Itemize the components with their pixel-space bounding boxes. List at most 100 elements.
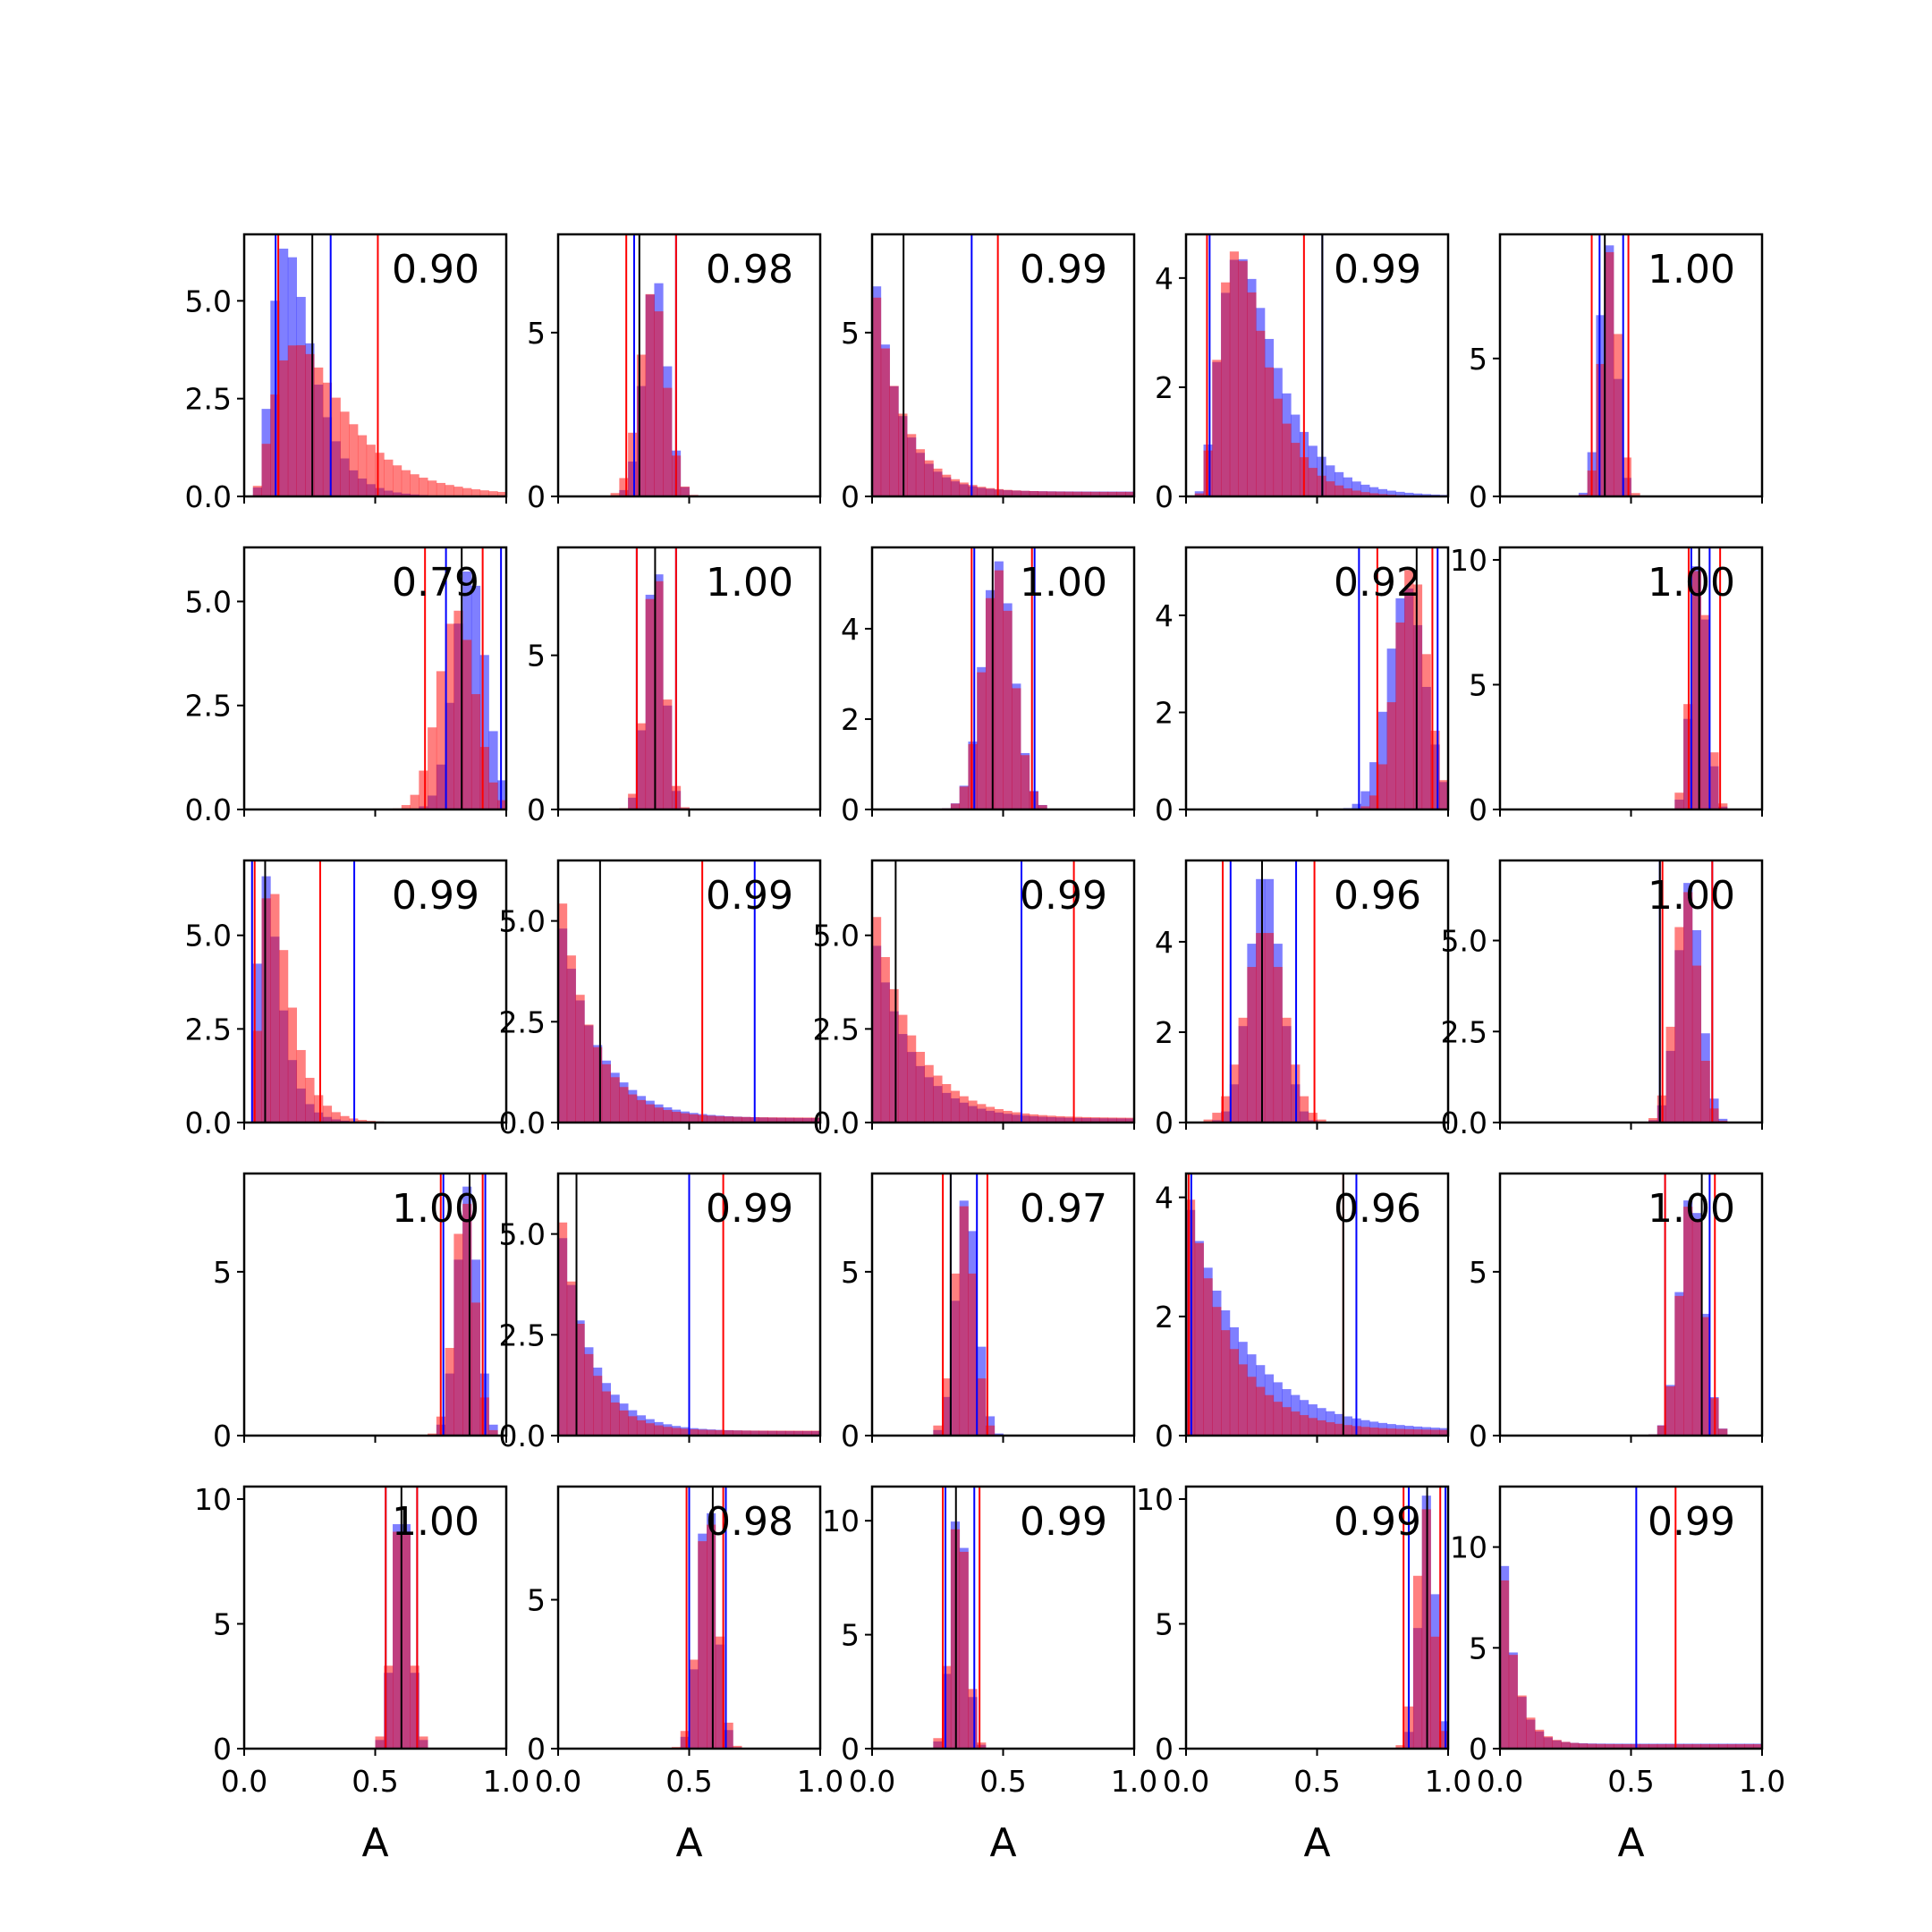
- red-hist-bar: [1439, 780, 1449, 809]
- red-hist-bar: [410, 1665, 419, 1749]
- red-hist-bar: [428, 727, 437, 809]
- red-hist-bar: [410, 794, 419, 809]
- red-hist-bar: [741, 1430, 751, 1436]
- red-hist-bar: [1335, 1423, 1344, 1436]
- red-hist-bar: [1622, 457, 1631, 496]
- y-tick-label: 2.5: [1441, 1014, 1487, 1049]
- correlation-label: 0.96: [1334, 873, 1421, 919]
- red-hist-bar: [401, 1531, 411, 1749]
- y-tick-label: 2.5: [813, 1012, 860, 1046]
- red-hist-bar: [1674, 1744, 1684, 1749]
- red-hist-bar: [470, 694, 481, 809]
- red-hist-bar: [445, 623, 454, 809]
- red-hist-bar: [1116, 491, 1126, 496]
- red-hist-bar: [252, 1030, 262, 1123]
- y-tick-label: 5: [1469, 1255, 1487, 1290]
- red-hist-bar: [270, 894, 280, 1123]
- red-hist-bar: [470, 489, 481, 496]
- red-hist-bar: [1430, 1636, 1440, 1749]
- red-hist-bar: [1291, 443, 1301, 496]
- panel-1-1: 0.0 2.5 5.0 0.90: [185, 233, 508, 514]
- red-hist-bar: [1613, 1743, 1623, 1749]
- red-hist-bar: [968, 743, 978, 809]
- red-hist-bar: [279, 360, 289, 496]
- red-hist-bar: [384, 459, 394, 496]
- red-hist-bar: [1508, 1655, 1518, 1749]
- blue-hist-bar: [1377, 488, 1388, 496]
- red-hist-bar: [1029, 1114, 1038, 1123]
- red-hist-bar: [924, 460, 934, 496]
- red-hist-bar: [1081, 491, 1091, 496]
- y-tick-label: 4: [1155, 261, 1174, 296]
- x-tick-label: 1.0: [483, 1764, 530, 1799]
- red-hist-bar: [279, 950, 289, 1123]
- y-tick-label: 0.0: [499, 1106, 546, 1140]
- red-hist-bar: [566, 955, 576, 1123]
- y-tick-label: 5.0: [1441, 924, 1487, 959]
- panel-5-3: 0 5 10 0.0 0.5 1.0 A 0.99: [822, 1485, 1157, 1866]
- red-hist-bar: [1264, 1394, 1275, 1436]
- red-hist-bar: [445, 485, 454, 496]
- red-hist-bar: [1273, 398, 1283, 496]
- red-hist-bar: [1412, 1429, 1423, 1436]
- red-hist-bar: [601, 1391, 611, 1436]
- red-hist-bar: [1308, 1113, 1318, 1123]
- x-tick-label: 0.5: [979, 1764, 1026, 1799]
- red-hist-bar: [654, 311, 664, 496]
- red-hist-bar: [802, 1117, 812, 1123]
- panel-5-2: 0 5 0.0 0.5 1.0 A 0.98: [527, 1485, 843, 1866]
- y-tick-label: 5: [1469, 342, 1487, 377]
- blue-hist-bar: [1386, 490, 1396, 496]
- red-hist-bar: [1657, 1744, 1666, 1749]
- red-hist-bar: [1404, 570, 1414, 809]
- panel-1-2: 050.98: [527, 233, 822, 514]
- panel-1-4: 0 2 4 0.99: [1155, 233, 1450, 514]
- red-hist-bar: [671, 1428, 682, 1436]
- x-axis-label: A: [989, 1820, 1016, 1866]
- red-hist-bar: [1691, 1744, 1702, 1749]
- red-hist-bar: [1012, 688, 1021, 809]
- blue-hist-bar: [1352, 803, 1361, 809]
- red-hist-bar: [1335, 485, 1344, 496]
- red-hist-bar: [1003, 610, 1013, 809]
- red-hist-bar: [715, 1429, 724, 1436]
- red-hist-bar: [950, 1090, 961, 1123]
- y-tick-label: 10: [822, 1504, 860, 1538]
- red-hist-bar: [1081, 1116, 1091, 1123]
- x-tick-label: 0.5: [1607, 1764, 1654, 1799]
- red-hist-bar: [1229, 1064, 1239, 1123]
- red-hist-bar: [1063, 1116, 1074, 1123]
- red-hist-bar: [1038, 1114, 1047, 1123]
- red-hist-bar: [645, 1423, 655, 1436]
- red-hist-bar: [985, 597, 996, 809]
- red-hist-bar: [1700, 1060, 1710, 1123]
- red-hist-bar: [724, 1430, 733, 1436]
- red-hist-bar: [1665, 1744, 1675, 1749]
- red-hist-bar: [741, 1116, 751, 1123]
- red-hist-bar: [619, 478, 629, 496]
- red-hist-bar: [1012, 1112, 1021, 1123]
- red-hist-bar: [1072, 491, 1082, 496]
- blue-hist-bar: [1369, 487, 1379, 496]
- y-tick-label: 5.0: [185, 584, 232, 619]
- red-hist-bar: [1648, 1118, 1658, 1123]
- red-hist-bar: [1421, 1429, 1431, 1436]
- red-hist-bar: [296, 344, 306, 496]
- red-hist-bar: [1098, 1117, 1109, 1123]
- red-hist-bar: [1098, 491, 1109, 496]
- y-tick-label: 0.0: [813, 1106, 860, 1140]
- red-hist-bar: [977, 1742, 987, 1749]
- red-hist-bar: [1125, 1117, 1135, 1123]
- red-hist-bar: [715, 1636, 724, 1749]
- red-hist-bar: [1369, 795, 1379, 809]
- correlation-label: 1.00: [392, 1499, 479, 1545]
- x-tick-label: 0.0: [535, 1764, 581, 1799]
- red-hist-bar: [445, 1347, 454, 1436]
- red-hist-bar: [1107, 1117, 1117, 1123]
- red-hist-bar: [357, 435, 368, 496]
- red-hist-bar: [410, 474, 419, 496]
- correlation-label: 0.90: [392, 247, 479, 292]
- panel-3-4: 0 2 4 0.96: [1155, 859, 1450, 1140]
- red-hist-bar: [733, 1116, 742, 1123]
